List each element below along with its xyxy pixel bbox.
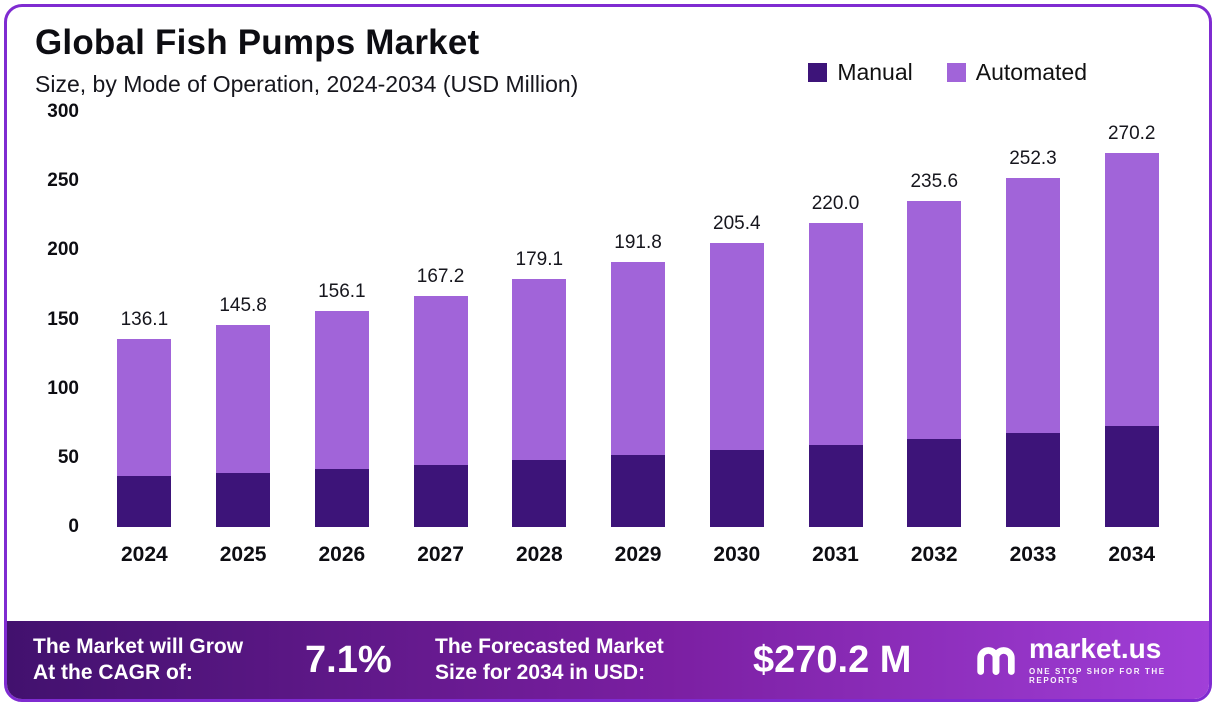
header: Global Fish Pumps Market Size, by Mode o… (7, 7, 1209, 98)
manual-bar-segment (1104, 426, 1159, 527)
y-axis-tick: 0 (68, 516, 79, 537)
manual-bar-segment (907, 439, 962, 527)
legend-item-manual: Manual (808, 59, 913, 86)
brand-tagline: ONE STOP SHOP FOR THE REPORTS (1029, 667, 1166, 685)
x-axis-label: 2025 (219, 543, 267, 566)
x-axis-label: 2026 (318, 543, 366, 566)
manual-bar-segment (1005, 432, 1060, 527)
bar-value-label: 136.1 (120, 308, 169, 330)
manual-bar-segment (611, 455, 666, 527)
automated-bar-segment (1005, 178, 1060, 433)
x-axis-label: 2027 (417, 543, 464, 566)
automated-bar-segment (512, 279, 567, 461)
manual-bar-segment (512, 460, 567, 527)
automated-bar-segment (709, 242, 764, 451)
brand-lockup: market.us ONE STOP SHOP FOR THE REPORTS (973, 635, 1179, 685)
chart-legend: Manual Automated (808, 59, 1087, 86)
manual-bar-segment (413, 464, 468, 527)
forecast-label-line1: The Forecasted Market (435, 634, 664, 658)
manual-bar-segment (808, 444, 863, 527)
bar-group-2034: 270.2 (1082, 123, 1181, 527)
automated-bar-segment (907, 201, 962, 440)
forecast-label: The Forecasted Market Size for 2034 in U… (435, 634, 753, 687)
automated-bar-segment (216, 325, 271, 473)
y-axis-tick: 200 (47, 239, 79, 261)
manual-bar-segment (117, 476, 172, 527)
x-axis-label: 2030 (713, 543, 761, 566)
x-axis-label: 2031 (812, 543, 859, 566)
bar-group-2031: 220.0 (786, 193, 885, 527)
cagr-label-line1: The Market will Grow (33, 634, 244, 658)
cagr-value: 7.1% (305, 638, 392, 681)
automated-bar-segment (117, 338, 172, 477)
bar-value-label: 179.1 (515, 249, 564, 271)
bar-value-label: 145.8 (219, 295, 267, 317)
footer-banner: The Market will Grow At the CAGR of: 7.1… (7, 621, 1209, 699)
x-axis-label: 2032 (910, 543, 958, 566)
bar-value-label: 270.2 (1107, 123, 1156, 145)
bar-value-label: 235.6 (910, 171, 959, 193)
automated-bar-segment (1104, 153, 1159, 427)
bar-group-2024: 136.1 (95, 309, 194, 527)
automated-bar-segment (611, 261, 666, 456)
infographic-frame: Global Fish Pumps Market Size, by Mode o… (4, 4, 1212, 702)
x-axis-label: 2033 (1009, 543, 1057, 566)
bar-group-2026: 156.1 (292, 281, 391, 527)
legend-swatch (808, 63, 828, 82)
bar-group-2028: 179.1 (490, 249, 589, 527)
stacked-bar-chart: 300 250 200 150 100 50 0 136.1 145.8 156.1 167.2 1… (31, 101, 1181, 567)
bars-container: 136.1 145.8 156.1 167.2 179.1 191.8 205.4 220.0… (87, 112, 1181, 527)
marketus-logo-icon (973, 637, 1019, 683)
bar-group-2025: 145.8 (194, 295, 293, 527)
bar-value-label: 167.2 (416, 265, 465, 287)
bar-value-label: 220.0 (811, 192, 860, 214)
manual-bar-segment (216, 472, 271, 527)
bar-group-2032: 235.6 (885, 171, 984, 527)
page-title: Global Fish Pumps Market (35, 23, 480, 62)
bar-value-label: 252.3 (1009, 148, 1057, 169)
x-axis: 2024 2025 2026 2027 2028 2029 2030 2031 2032 2033… (95, 543, 1181, 567)
bar-group-2027: 167.2 (391, 266, 490, 527)
automated-bar-segment (413, 295, 468, 465)
legend-label: Automated (975, 59, 1087, 85)
forecast-label-line2: Size for 2034 in USD: (435, 661, 646, 684)
cagr-label: The Market will Grow At the CAGR of: (33, 634, 305, 687)
x-axis-label: 2029 (614, 543, 662, 566)
automated-bar-segment (314, 311, 369, 469)
chart-plot-area: 300 250 200 150 100 50 0 136.1 145.8 156.1 167.2 1… (31, 101, 1181, 537)
cagr-label-line2: At the CAGR of: (33, 661, 193, 684)
page-subtitle: Size, by Mode of Operation, 2024-2034 (U… (35, 71, 579, 97)
manual-bar-segment (314, 468, 369, 527)
bar-group-2029: 191.8 (589, 232, 688, 527)
brand-name: market.us (1029, 633, 1162, 664)
legend-swatch (946, 63, 966, 82)
legend-item-automated: Automated (946, 59, 1087, 86)
forecast-value: $270.2 M (753, 638, 912, 681)
x-axis-label: 2028 (515, 543, 563, 566)
bar-value-label: 205.4 (713, 212, 761, 234)
y-axis-tick: 100 (47, 377, 79, 399)
bar-value-label: 191.8 (614, 231, 662, 253)
brand-text: market.us ONE STOP SHOP FOR THE REPORTS (1029, 633, 1179, 686)
y-axis-tick: 250 (47, 170, 79, 192)
legend-label: Manual (837, 59, 913, 85)
bar-value-label: 156.1 (318, 281, 366, 303)
bar-group-2030: 205.4 (687, 213, 786, 527)
x-axis-label: 2034 (1108, 543, 1156, 566)
x-axis-label: 2024 (121, 543, 168, 566)
manual-bar-segment (709, 450, 764, 527)
y-axis-tick: 50 (57, 446, 79, 468)
y-axis-tick: 300 (47, 101, 79, 122)
y-axis: 300 250 200 150 100 50 0 (31, 101, 87, 537)
automated-bar-segment (808, 222, 863, 445)
bar-group-2033: 252.3 (984, 148, 1083, 527)
y-axis-tick: 150 (47, 308, 79, 330)
